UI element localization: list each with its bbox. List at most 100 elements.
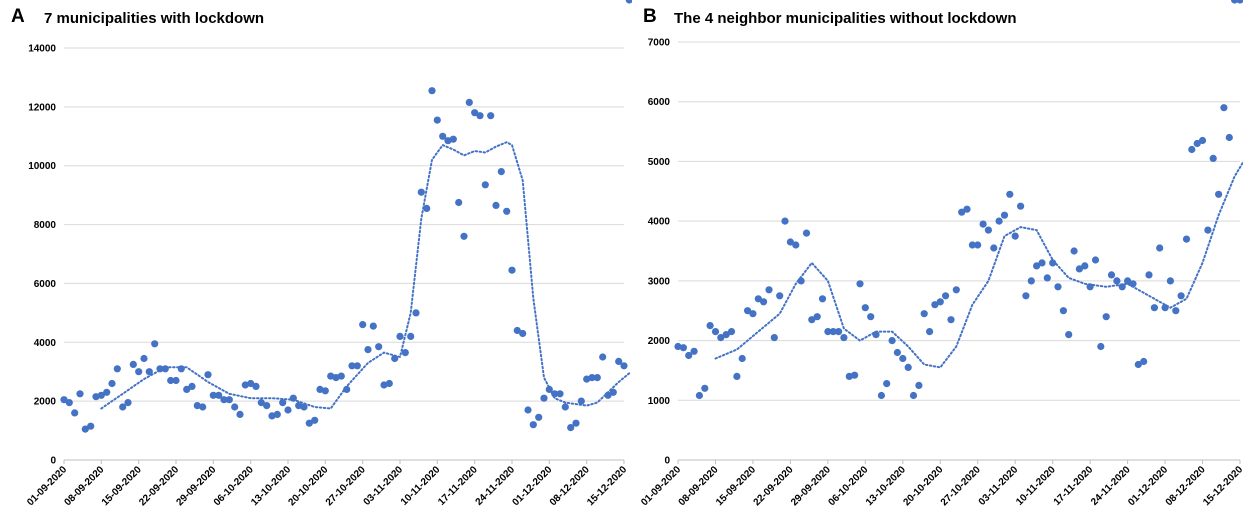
data-point bbox=[674, 342, 682, 351]
data-point bbox=[706, 322, 714, 330]
data-point bbox=[1231, 0, 1239, 4]
data-point bbox=[867, 313, 875, 321]
data-point bbox=[513, 326, 521, 335]
data-point bbox=[958, 208, 966, 216]
data-point bbox=[167, 376, 175, 385]
data-point bbox=[909, 391, 918, 400]
data-point bbox=[760, 298, 768, 306]
x-tick-label: 27-10-2020 bbox=[324, 464, 368, 508]
data-point bbox=[813, 313, 821, 321]
data-point bbox=[609, 388, 617, 396]
data-point bbox=[1166, 277, 1174, 285]
data-point bbox=[1193, 139, 1201, 148]
data-point bbox=[754, 295, 762, 303]
data-point bbox=[786, 238, 794, 246]
data-point bbox=[1033, 262, 1041, 270]
data-point bbox=[1145, 271, 1153, 279]
data-point bbox=[818, 295, 827, 303]
data-point bbox=[311, 416, 319, 424]
y-tick-label: 5000 bbox=[648, 157, 671, 168]
data-point bbox=[1086, 283, 1094, 291]
data-point bbox=[119, 403, 127, 411]
data-point bbox=[359, 321, 367, 329]
panel-letter: B bbox=[643, 6, 657, 27]
data-point bbox=[177, 365, 185, 373]
data-point bbox=[1215, 190, 1223, 198]
data-point bbox=[1070, 247, 1078, 255]
data-point bbox=[1022, 292, 1030, 300]
y-tick-label: 14000 bbox=[28, 44, 56, 55]
y-tick-label: 2000 bbox=[34, 397, 57, 408]
data-point bbox=[151, 340, 159, 348]
data-point bbox=[529, 421, 537, 429]
chart-title: 7 municipalities with lockdown bbox=[44, 10, 265, 27]
data-point bbox=[588, 374, 596, 382]
data-point bbox=[738, 354, 746, 363]
data-point bbox=[348, 362, 356, 370]
chart-panel-b: B The 4 neighbor municipalities without … bbox=[632, 0, 1243, 514]
data-point bbox=[1182, 235, 1191, 243]
data-point bbox=[792, 241, 800, 249]
data-point bbox=[545, 385, 553, 393]
data-point bbox=[220, 396, 228, 404]
data-point bbox=[76, 390, 84, 398]
y-tick-label: 4000 bbox=[34, 338, 57, 349]
scatter-plot: 0200040006000800010000120001400001-09-20… bbox=[25, 0, 632, 508]
data-point bbox=[465, 98, 473, 106]
data-point bbox=[524, 406, 532, 414]
data-point bbox=[519, 329, 527, 338]
data-point bbox=[391, 354, 399, 363]
data-point bbox=[808, 316, 816, 324]
data-point bbox=[540, 394, 548, 402]
data-point bbox=[1204, 226, 1212, 234]
y-tick-label: 0 bbox=[664, 456, 670, 467]
data-point bbox=[129, 360, 137, 368]
data-point bbox=[401, 349, 409, 357]
data-point bbox=[679, 344, 687, 352]
data-point bbox=[65, 399, 73, 407]
trendline bbox=[714, 160, 1243, 369]
data-point bbox=[1027, 277, 1035, 285]
data-point bbox=[193, 402, 201, 410]
data-point bbox=[476, 112, 484, 120]
data-point bbox=[113, 365, 121, 373]
data-point bbox=[156, 365, 164, 373]
data-point bbox=[620, 362, 628, 370]
y-tick-label: 0 bbox=[50, 456, 56, 467]
x-tick-label: 15-12-2020 bbox=[585, 464, 629, 508]
data-point bbox=[241, 381, 249, 389]
data-point bbox=[888, 337, 896, 345]
data-point bbox=[695, 391, 703, 400]
data-point bbox=[257, 399, 265, 407]
data-point bbox=[926, 328, 934, 336]
data-point bbox=[593, 374, 601, 382]
data-point bbox=[1118, 283, 1126, 291]
data-point bbox=[615, 357, 623, 365]
data-point bbox=[770, 334, 778, 342]
data-point bbox=[851, 371, 859, 379]
y-tick-label: 3000 bbox=[648, 276, 671, 287]
chart-title: The 4 neighbor municipalities without lo… bbox=[674, 10, 1017, 27]
data-point bbox=[711, 328, 720, 336]
data-point bbox=[776, 292, 784, 300]
data-point bbox=[1054, 283, 1062, 291]
data-point bbox=[273, 410, 281, 418]
data-point bbox=[1156, 244, 1164, 252]
data-point bbox=[460, 232, 468, 240]
y-tick-label: 6000 bbox=[648, 97, 671, 108]
y-tick-label: 4000 bbox=[648, 217, 671, 228]
data-point bbox=[188, 382, 196, 390]
data-point bbox=[1236, 0, 1243, 4]
data-point bbox=[97, 391, 105, 399]
data-point bbox=[199, 403, 207, 411]
data-point bbox=[781, 217, 789, 225]
data-point bbox=[733, 372, 741, 380]
data-point bbox=[893, 348, 901, 357]
data-point bbox=[385, 379, 393, 388]
data-point bbox=[1113, 277, 1121, 285]
data-point bbox=[685, 351, 693, 360]
trendline bbox=[100, 141, 631, 410]
data-point bbox=[872, 331, 880, 339]
data-point bbox=[883, 380, 891, 388]
data-point bbox=[236, 410, 244, 418]
